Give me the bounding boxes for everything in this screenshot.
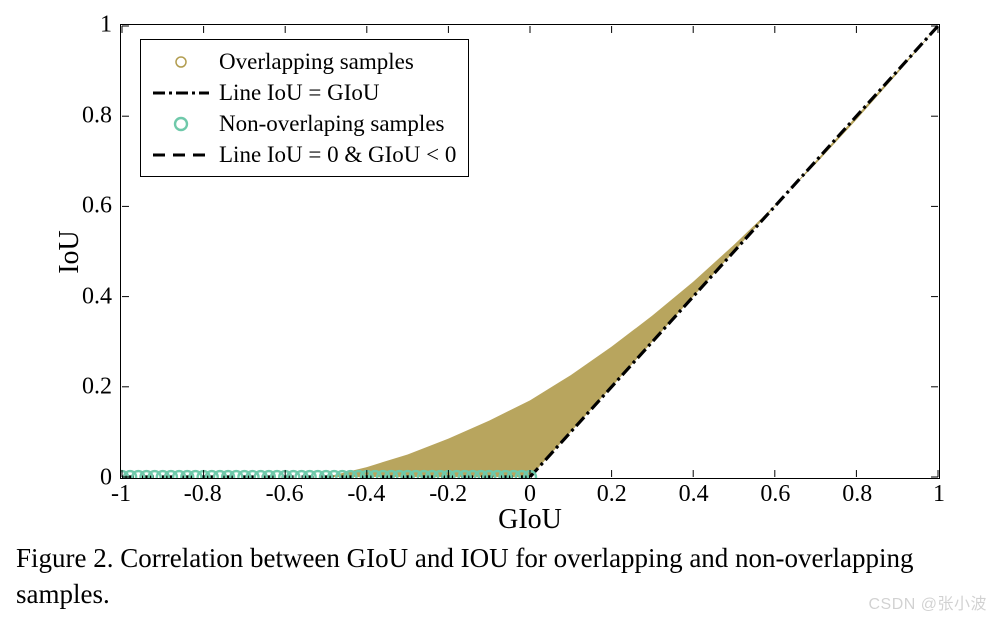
legend-label: Line IoU = 0 & GIoU < 0 <box>219 139 456 170</box>
x-tick-label: -0.8 <box>184 481 222 508</box>
plot-area: Overlapping samples Line IoU = GIoU Non-… <box>120 24 940 479</box>
legend-item-nonoverlap: Non-overlaping samples <box>151 108 456 139</box>
legend-label: Overlapping samples <box>219 46 414 77</box>
x-tick-label: 0.4 <box>679 481 709 508</box>
y-tick-label: 0.2 <box>72 374 112 401</box>
legend-label: Line IoU = GIoU <box>219 77 380 108</box>
x-tick-label: 0 <box>524 481 536 508</box>
legend-item-zero-line: Line IoU = 0 & GIoU < 0 <box>151 139 456 170</box>
iou-eq-giou-line <box>530 26 938 477</box>
y-tick-label: 0.4 <box>72 283 112 310</box>
x-tick-label: -0.4 <box>347 481 385 508</box>
y-tick-label: 0 <box>72 465 112 492</box>
legend-marker-nonoverlap <box>151 112 211 136</box>
x-tick-label: 0.2 <box>597 481 627 508</box>
x-tick-label: 0.8 <box>842 481 872 508</box>
legend-label: Non-overlaping samples <box>219 108 444 139</box>
legend-marker-dashdot <box>151 81 211 105</box>
legend: Overlapping samples Line IoU = GIoU Non-… <box>140 39 469 177</box>
x-tick-label: -0.2 <box>429 481 467 508</box>
y-tick-label: 1 <box>72 12 112 39</box>
legend-item-iou-eq-giou: Line IoU = GIoU <box>151 77 456 108</box>
x-tick-label: -0.6 <box>266 481 304 508</box>
y-axis-label: IoU <box>50 24 90 479</box>
watermark: CSDN @张小波 <box>868 590 987 614</box>
legend-marker-overlap <box>151 50 211 74</box>
figure-caption: Figure 2. Correlation between GIoU and I… <box>16 540 966 613</box>
figure-root: Overlapping samples Line IoU = GIoU Non-… <box>0 0 995 618</box>
y-tick-label: 0.6 <box>72 193 112 220</box>
legend-marker-dash <box>151 143 211 167</box>
x-tick-label: -1 <box>111 481 131 508</box>
y-tick-label: 0.8 <box>72 102 112 129</box>
x-axis-label: GIoU <box>120 504 940 536</box>
legend-item-overlap: Overlapping samples <box>151 46 456 77</box>
x-tick-label: 1 <box>933 481 945 508</box>
x-tick-label: 0.6 <box>760 481 790 508</box>
